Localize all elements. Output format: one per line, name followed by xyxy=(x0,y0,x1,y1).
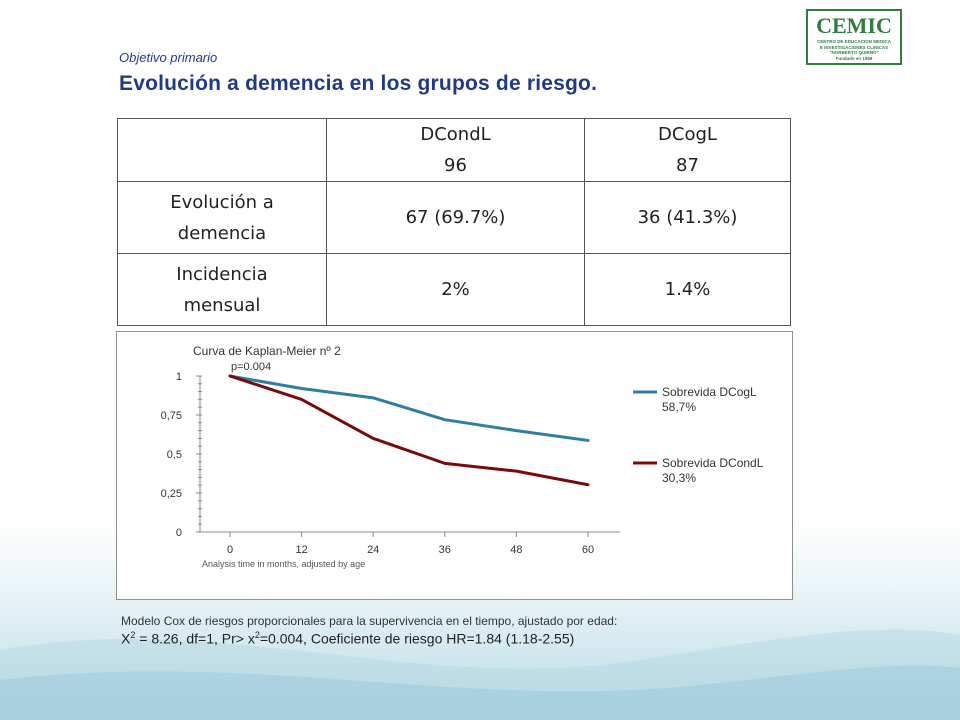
stat-symbol: X xyxy=(121,630,131,647)
table-cell: 36 (41.3%) xyxy=(584,181,791,254)
table-row: Evolución a demencia 67 (69.7%) 36 (41.3… xyxy=(117,181,791,254)
stat-text: =0.004, Coeficiente de riesgo HR=1.84 (1… xyxy=(259,630,575,647)
y-tick-label: 0,75 xyxy=(161,410,182,422)
logo-line: E INVESTIGACIONES CLINICAS xyxy=(819,44,889,50)
table-header-cell: DCondL 96 xyxy=(326,118,585,182)
cemic-logo: CEMIC CENTRO DE EDUCACION MEDICA E INVES… xyxy=(806,9,902,65)
risk-table: DCondL 96 DCogL 87 Evolución a demencia … xyxy=(117,118,791,326)
table-row: Incidencia mensual 2% 1.4% xyxy=(117,253,791,326)
x-tick-label: 48 xyxy=(510,544,522,556)
table-cell: 1.4% xyxy=(584,253,791,326)
group-count: 87 xyxy=(676,155,699,176)
row-label: Evolución a xyxy=(170,191,274,213)
axes: 0 0,25 0,5 0,75 1 0 12 24 36 48 60 xyxy=(161,371,620,556)
row-label-cell: Evolución a demencia xyxy=(117,181,327,254)
logo-line: Fundado en 1958 xyxy=(835,55,873,61)
table-header-cell: DCogL 87 xyxy=(584,118,791,182)
legend-value: 58,7% xyxy=(662,400,696,414)
x-tick-label: 12 xyxy=(295,544,307,556)
km-chart-container: Curva de Kaplan-Meier nº 2 p=0.004 Analy… xyxy=(116,331,793,600)
section-subtitle: Objetivo primario xyxy=(119,50,218,65)
chart-title: Curva de Kaplan-Meier nº 2 xyxy=(193,344,341,358)
table-header-row: DCondL 96 DCogL 87 xyxy=(117,118,791,182)
series-line xyxy=(228,374,590,442)
x-tick-label: 60 xyxy=(582,544,594,556)
logo-line: CENTRO DE EDUCACION MEDICA xyxy=(816,39,891,44)
km-chart: Curva de Kaplan-Meier nº 2 p=0.004 Analy… xyxy=(161,344,764,569)
chart-subtitle: p=0.004 xyxy=(231,361,271,373)
cox-model-statistics: X2 = 8.26, df=1, Pr> x2=0.004, Coeficien… xyxy=(121,630,574,647)
table-corner-cell xyxy=(117,118,327,182)
superscript: 2 xyxy=(130,630,136,640)
superscript: 2 xyxy=(254,630,260,640)
logo-line: "NORBERTO QUIRNO" xyxy=(829,50,879,55)
row-label: demencia xyxy=(177,222,267,244)
group-name: DCogL xyxy=(658,124,717,145)
legend-label: Sobrevida DCogL xyxy=(662,385,757,399)
legend-label: Sobrevida DCondL xyxy=(662,456,764,470)
x-axis-title: Analysis time in months, adjusted by age xyxy=(202,559,365,569)
row-label: Incidencia xyxy=(176,263,268,285)
x-tick-label: 24 xyxy=(367,544,379,556)
x-tick-label: 36 xyxy=(439,544,451,556)
table-cell: 67 (69.7%) xyxy=(326,181,585,254)
y-tick-label: 0,25 xyxy=(161,488,182,500)
series-lines xyxy=(228,374,590,487)
row-label: mensual xyxy=(183,294,261,316)
row-label-cell: Incidencia mensual xyxy=(117,253,327,326)
background-wave xyxy=(0,629,960,720)
y-tick-label: 0 xyxy=(176,527,182,539)
group-count: 96 xyxy=(444,155,467,176)
table-cell: 2% xyxy=(326,253,585,326)
cox-model-description: Modelo Cox de riesgos proporcionales par… xyxy=(121,614,618,628)
logo-wordmark: CEMIC xyxy=(816,13,892,38)
group-name: DCondL xyxy=(420,124,491,145)
y-tick-label: 0,5 xyxy=(167,449,182,461)
legend-value: 30,3% xyxy=(662,471,696,485)
page-title: Evolución a demencia en los grupos de ri… xyxy=(119,72,598,95)
series-line xyxy=(228,374,590,487)
stat-text: = 8.26, df=1, Pr> x xyxy=(135,630,255,647)
x-tick-label: 0 xyxy=(227,544,233,556)
y-tick-label: 1 xyxy=(176,371,182,383)
